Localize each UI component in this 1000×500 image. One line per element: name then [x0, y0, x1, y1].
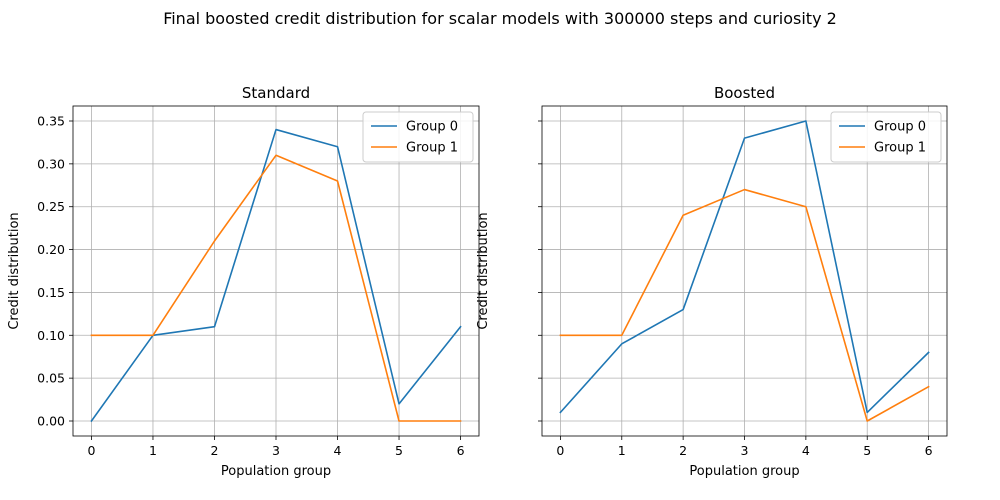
x-tick-label: 2: [211, 443, 219, 458]
x-tick-label: 2: [679, 443, 687, 458]
y-tick-label: 0.20: [37, 242, 65, 257]
x-tick-label: 4: [802, 443, 810, 458]
x-tick-label: 6: [457, 443, 465, 458]
chart-panel-standard: Standard Population group Credit distrib…: [7, 84, 480, 479]
x-tick-label: 0: [556, 443, 564, 458]
x-axis-label: Population group: [689, 464, 799, 479]
y-tick-label: 0.25: [37, 199, 65, 214]
chart-panel-boosted: Boosted Population group Credit distribu…: [476, 84, 948, 479]
legend-label-group-1: Group 1: [406, 141, 458, 156]
series-line-group-1: [90, 154, 462, 422]
x-axis-label: Population group: [221, 464, 331, 479]
x-tick-label: 6: [925, 443, 933, 458]
x-tick-label: 1: [618, 443, 626, 458]
y-tick-label: 0.30: [37, 156, 65, 171]
panel-title: Boosted: [714, 84, 775, 102]
series-line-group-0: [559, 120, 930, 414]
legend-box: [830, 111, 942, 163]
y-axis-label: Credit distribution: [7, 212, 22, 329]
legend-label-group-1: Group 1: [874, 141, 926, 156]
legend-box: [362, 111, 474, 163]
x-tick-label: 5: [395, 443, 403, 458]
axes-frame: [541, 105, 948, 437]
panel-title: Standard: [242, 84, 310, 102]
x-tick-label: 1: [149, 443, 157, 458]
series-line-group-1: [559, 188, 930, 422]
x-tick-label: 4: [334, 443, 342, 458]
x-tick-label: 3: [741, 443, 749, 458]
x-tick-label: 5: [863, 443, 871, 458]
y-tick-label: 0.10: [37, 328, 65, 343]
legend-label-group-0: Group 0: [874, 120, 926, 135]
y-axis-label: Credit distribution: [476, 212, 491, 329]
x-tick-label: 3: [272, 443, 280, 458]
y-tick-label: 0.15: [37, 285, 65, 300]
legend-label-group-0: Group 0: [406, 120, 458, 135]
y-tick-label: 0.05: [37, 371, 65, 386]
axes-frame: [72, 105, 480, 437]
figure-title: Final boosted credit distribution for sc…: [163, 9, 837, 28]
y-tick-label: 0.00: [37, 414, 65, 429]
x-tick-label: 0: [87, 443, 95, 458]
y-tick-label: 0.35: [37, 114, 65, 129]
